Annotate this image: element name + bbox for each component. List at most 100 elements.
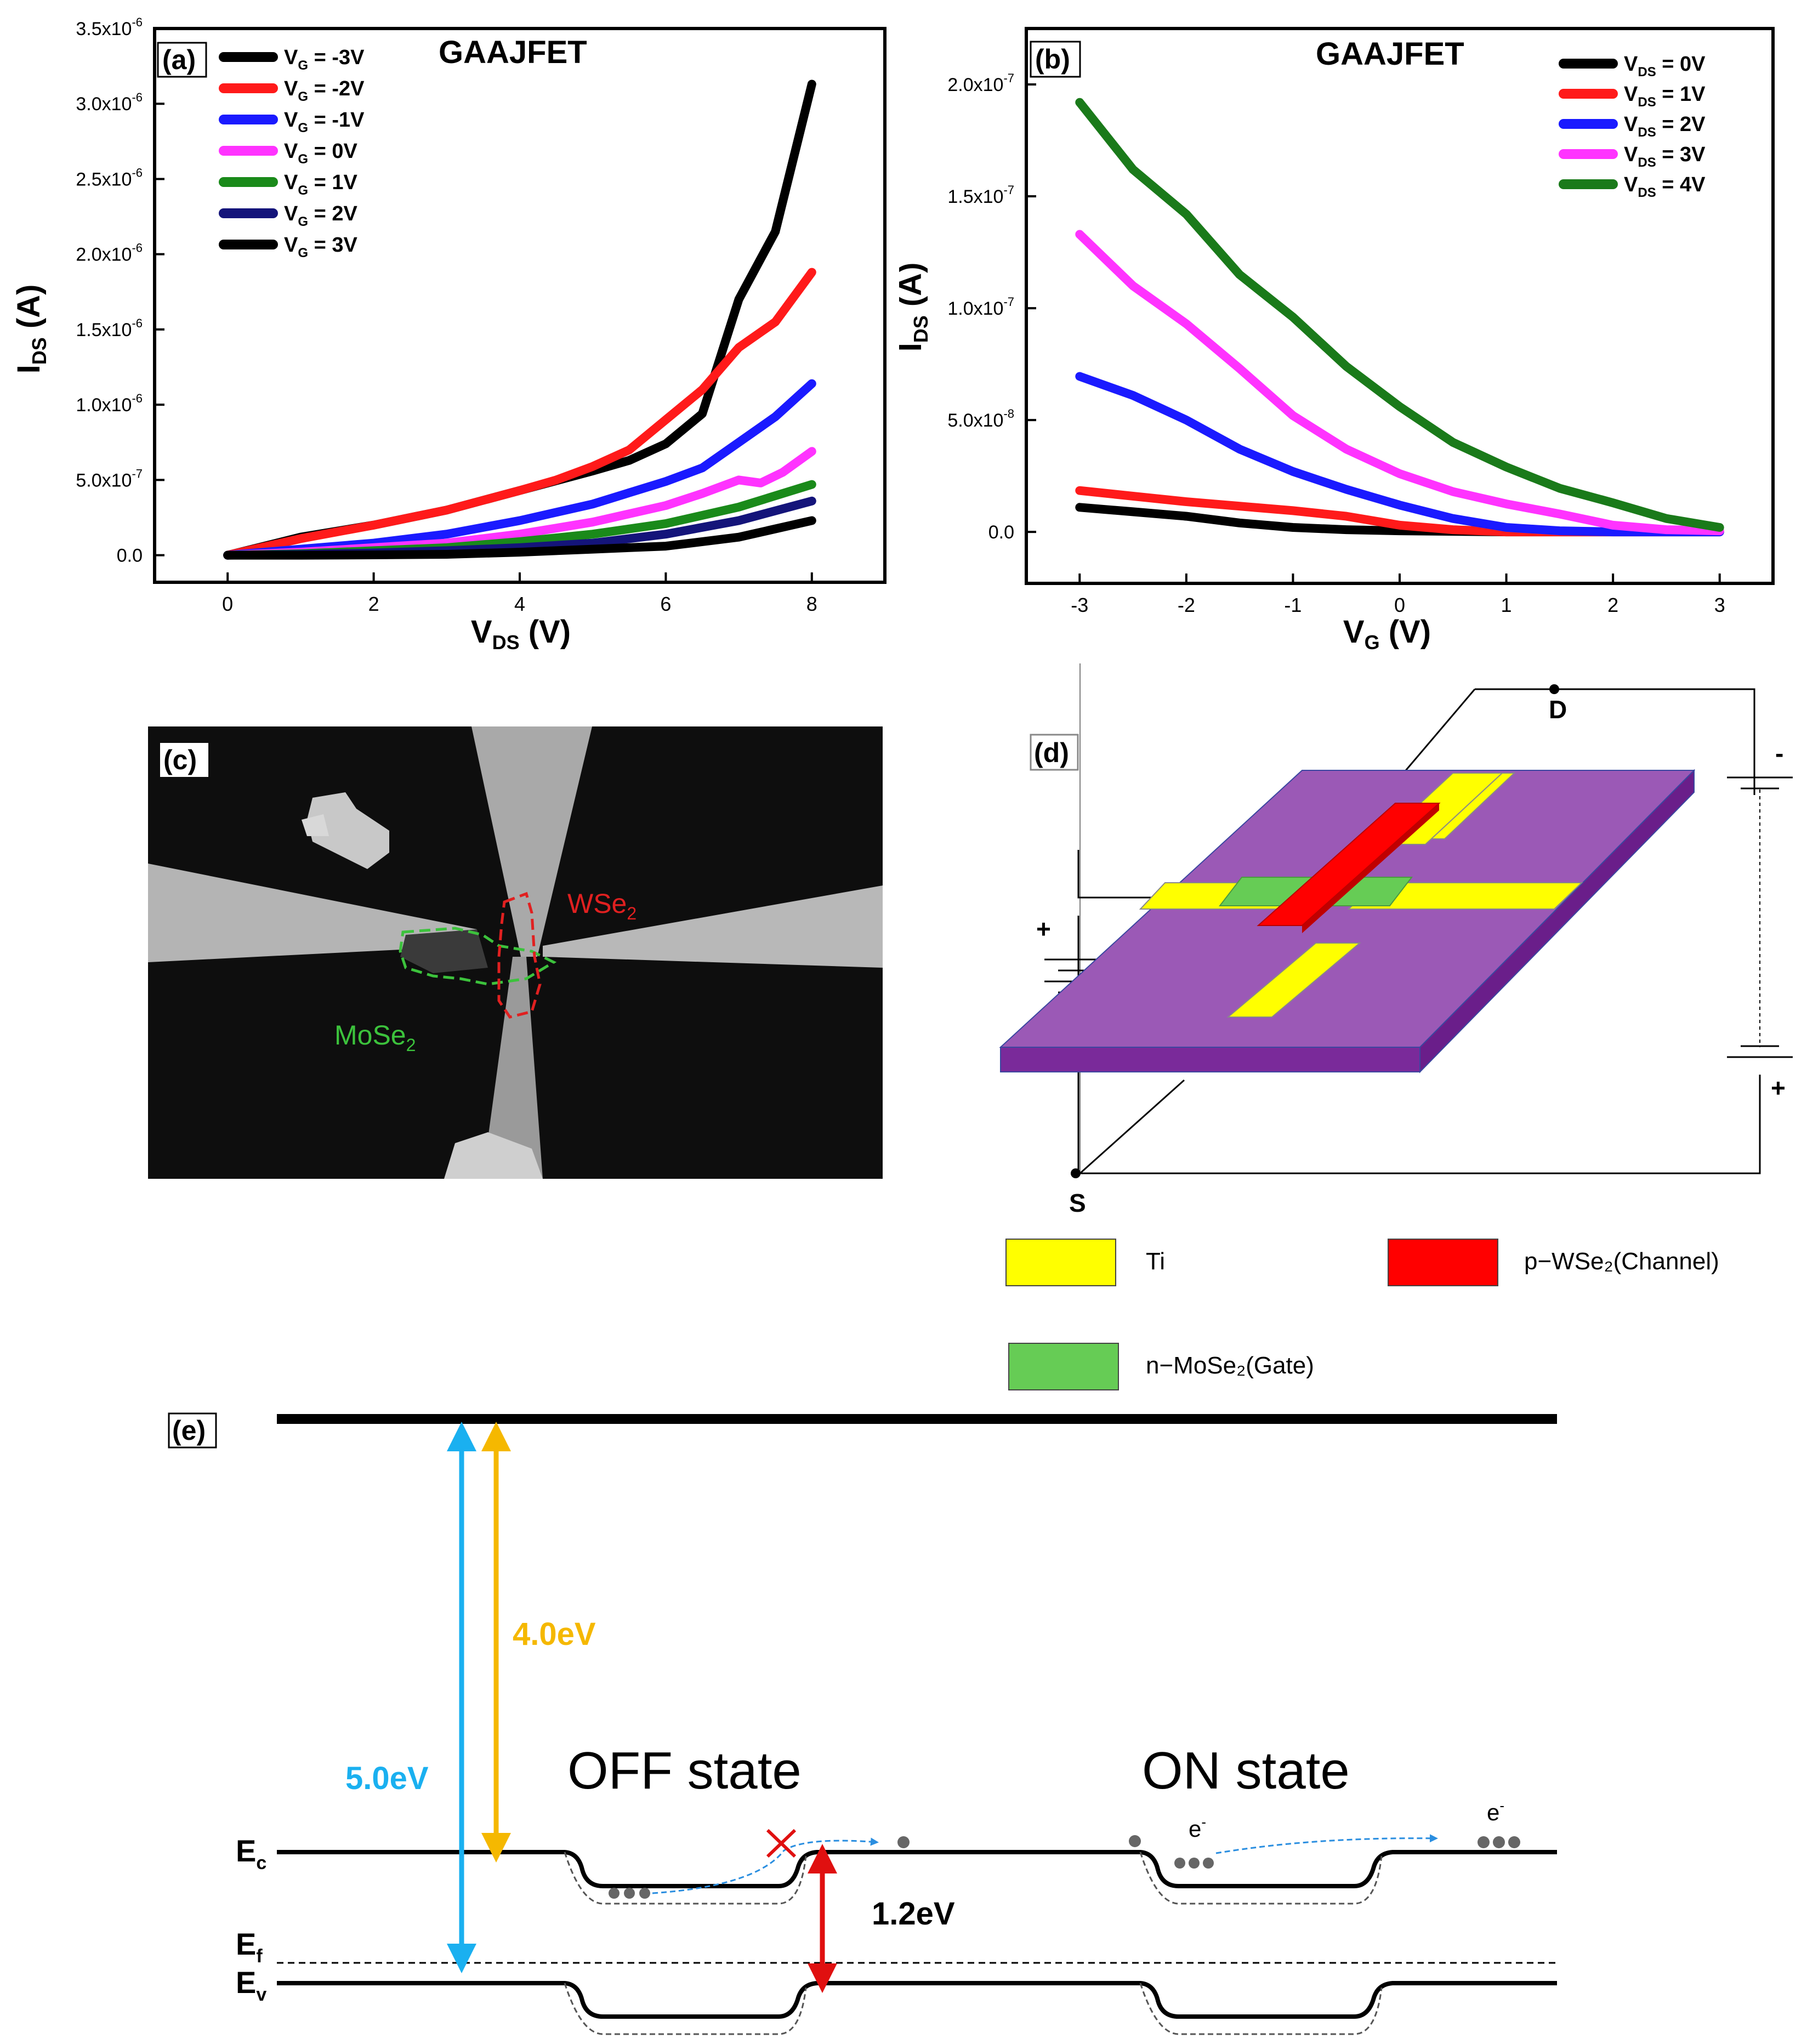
ti-electrode-bottom xyxy=(1226,942,1361,1018)
y-tick-label: 0.0 xyxy=(117,546,143,566)
legend-wse2-swatch xyxy=(1388,1239,1498,1286)
electron-label-collected: e- xyxy=(1487,1797,1504,1825)
flake-top-left-2 xyxy=(302,814,329,836)
x-tick-label: 8 xyxy=(806,593,817,615)
series-line-6 xyxy=(223,516,816,560)
panel-e-band-diagram: (e) 5.0eV 4.0eV 1.2eV OFF state ON state… xyxy=(168,1412,1557,2035)
drain-minus: - xyxy=(1775,739,1783,768)
y-tick-label: 0.0 xyxy=(988,522,1014,543)
svg-text:(b): (b) xyxy=(1035,44,1070,75)
legend-ti-swatch xyxy=(1005,1239,1116,1286)
x-tick-label: 0 xyxy=(222,593,233,615)
wse2-channel-edge xyxy=(1302,803,1439,933)
legend-label-0: VG = -3V xyxy=(284,46,365,73)
flake-top-left xyxy=(307,792,389,869)
label-1-2ev: 1.2eV xyxy=(872,1896,955,1932)
panel-c-micrograph: (c) WSe2 MoSe2 xyxy=(148,726,883,1179)
label-ec: Ec xyxy=(236,1833,266,1873)
mose2-label: MoSe2 xyxy=(334,1020,416,1055)
legend-label-5: VG = 2V xyxy=(284,202,357,229)
electron-path-off xyxy=(652,1837,879,1894)
label-ev: Ev xyxy=(236,1965,266,2005)
left-electrode xyxy=(148,864,477,962)
x-tick-label: 4 xyxy=(514,593,525,615)
series-line-2 xyxy=(223,379,816,560)
wse2-outline xyxy=(497,892,542,1019)
y-tick-label: 3.0x10-6 xyxy=(76,90,143,115)
substrate-top xyxy=(999,770,1696,1048)
electrons-on-well xyxy=(1174,1858,1214,1869)
mose2-outline xyxy=(399,927,557,986)
right-electrode xyxy=(543,885,883,968)
terminal-d-dot xyxy=(1549,684,1559,694)
panel-b-chart: -3 -2 -1 0 1 2 3 0.0 5.0x10-8 1.0x10-7 1.5x10-7 2.0… xyxy=(899,27,1775,654)
label-off-state: OFF state xyxy=(567,1741,802,1800)
electron-path-on xyxy=(1215,1834,1438,1854)
top-electrode xyxy=(471,726,592,957)
substrate-front xyxy=(1000,1047,1420,1072)
svg-text:(d): (d) xyxy=(1034,737,1069,768)
panel-e-label: (e) xyxy=(168,1412,217,1449)
svg-text:(a): (a) xyxy=(162,44,196,75)
drain-battery xyxy=(1727,776,1793,1058)
y-tick-label: 2.5x10-6 xyxy=(76,166,143,190)
svg-text:(c): (c) xyxy=(163,745,197,775)
series-line-2 xyxy=(1075,372,1724,537)
electrons-on-collected xyxy=(1478,1836,1520,1848)
mose2-flake xyxy=(400,929,488,973)
y-tick-label: 5.0x10-7 xyxy=(76,467,143,491)
svg-text:(e): (e) xyxy=(172,1415,206,1446)
series-line-4 xyxy=(1075,98,1724,532)
y-tick-label: 1.5x10-7 xyxy=(947,183,1014,207)
x-tick-label: 2 xyxy=(368,593,379,615)
chart-a-title: GAAJFET xyxy=(439,35,587,70)
x-tick-label: -2 xyxy=(1178,594,1195,616)
conduction-band xyxy=(277,1850,1557,1888)
electron-off-escaped xyxy=(897,1836,910,1848)
y-tick-label: 1.0x10-7 xyxy=(947,295,1014,319)
legend-label-3: VDS = 3V xyxy=(1624,143,1706,170)
panel-a-label: (a) xyxy=(157,42,207,78)
panel-d-label: (d) xyxy=(1030,734,1079,771)
legend-label-2: VDS = 2V xyxy=(1624,113,1706,140)
legend-mose2-label: n−MoSe₂(Gate) xyxy=(1146,1352,1314,1379)
y-axis-label: IDS (A) xyxy=(899,263,932,352)
y-tick-label: 5.0x10-8 xyxy=(947,407,1014,431)
wse2-label: WSe2 xyxy=(567,888,637,923)
y-tick-label: 2.0x10-6 xyxy=(76,241,143,265)
legend-label-0: VDS = 0V xyxy=(1624,53,1706,80)
legend-label-4: VDS = 4V xyxy=(1624,173,1706,200)
valence-band-dashed xyxy=(564,1983,1383,2035)
x-tick-label: 2 xyxy=(1607,594,1618,616)
panel-d-device-schematic: (d) D G S + - - + Ti p−WSe₂(Channel) n−M… xyxy=(999,663,1793,1390)
wire-source-link xyxy=(1079,1079,1185,1174)
x-axis-label: VG (V) xyxy=(1343,614,1431,654)
x-axis-label: VDS (V) xyxy=(471,614,571,654)
valence-band xyxy=(277,1981,1557,2019)
electrons-off-well xyxy=(609,1888,650,1899)
y-tick-label: 3.5x10-6 xyxy=(76,15,143,39)
panel-b-label: (b) xyxy=(1030,41,1081,78)
y-tick-label: 1.5x10-6 xyxy=(76,316,143,340)
label-on-state: ON state xyxy=(1142,1741,1350,1800)
chart-b-title: GAAJFET xyxy=(1316,36,1464,72)
x-tick-label: 1 xyxy=(1501,594,1512,616)
electron-on-edge xyxy=(1129,1835,1141,1847)
label-4ev: 4.0eV xyxy=(513,1616,596,1652)
legend-label-1: VDS = 1V xyxy=(1624,83,1706,110)
x-tick-label: 0 xyxy=(1394,594,1405,616)
panel-c-label: (c) xyxy=(160,743,208,777)
terminal-s-dot xyxy=(1071,1168,1081,1178)
x-tick-label: -1 xyxy=(1284,594,1302,616)
blocked-x-icon xyxy=(766,1829,797,1858)
y-tick-label: 1.0x10-6 xyxy=(76,391,143,416)
label-5ev: 5.0eV xyxy=(345,1761,429,1796)
substrate-side xyxy=(1419,769,1695,1074)
series-line-3 xyxy=(1075,230,1724,536)
legend-label-4: VG = 1V xyxy=(284,171,357,198)
gate-plus: + xyxy=(1036,915,1051,943)
wire-drain-diag xyxy=(1402,689,1476,774)
wire-drain xyxy=(1475,688,1755,795)
flake-bottom xyxy=(444,1132,543,1179)
electron-label-on: e- xyxy=(1189,1814,1206,1842)
